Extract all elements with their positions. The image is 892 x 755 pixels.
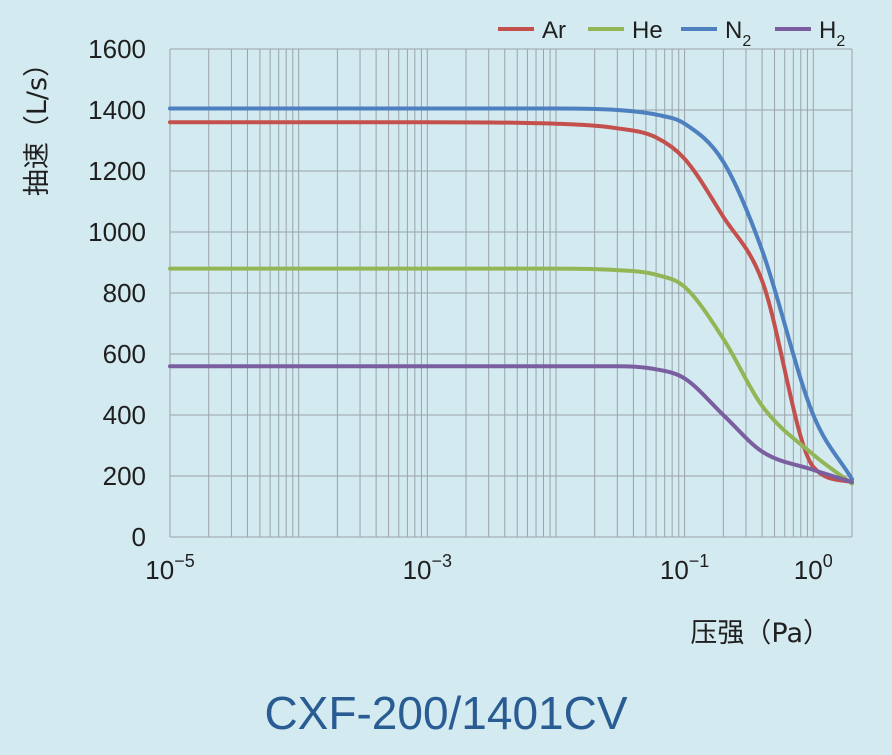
x-tick-labels: 10−5 10−3 10−1 100	[145, 551, 832, 585]
x-tick-label: 100	[794, 551, 833, 585]
legend-item: H2	[775, 17, 845, 50]
x-tick-label: 10−3	[403, 551, 452, 585]
y-tick-label: 1200	[88, 156, 146, 186]
x-axis-title: 压强（Pa）	[690, 618, 830, 649]
y-tick-label: 200	[103, 461, 146, 491]
legend-item: N2	[681, 17, 751, 50]
series-line-n2	[168, 106, 854, 482]
legend-label: He	[632, 17, 663, 44]
model-title: CXF-200/1401CV	[264, 687, 628, 739]
legend-item: He	[588, 17, 663, 44]
y-axis-title: 抽速（L/s）	[22, 50, 53, 196]
y-tick-label: 0	[132, 522, 146, 552]
y-tick-labels: 0 200 400 600 800 1000 1200 1400 1600	[88, 34, 146, 552]
x-tick-label: 10−5	[145, 551, 194, 585]
y-tick-label: 1600	[88, 34, 146, 64]
y-tick-label: 1400	[88, 95, 146, 125]
series-line-ar	[168, 120, 854, 485]
series-line-h2	[168, 364, 854, 485]
legend: Ar He N2 H2	[498, 17, 845, 50]
y-tick-label: 800	[103, 278, 146, 308]
series-line-he	[168, 266, 854, 486]
legend-item: Ar	[498, 17, 566, 44]
y-tick-label: 1000	[88, 217, 146, 247]
y-tick-label: 600	[103, 339, 146, 369]
series-lines	[168, 106, 854, 486]
y-tick-label: 400	[103, 400, 146, 430]
legend-label: H2	[819, 17, 845, 50]
x-tick-label: 10−1	[660, 551, 709, 585]
legend-label: Ar	[542, 17, 566, 44]
legend-label: N2	[725, 17, 751, 50]
